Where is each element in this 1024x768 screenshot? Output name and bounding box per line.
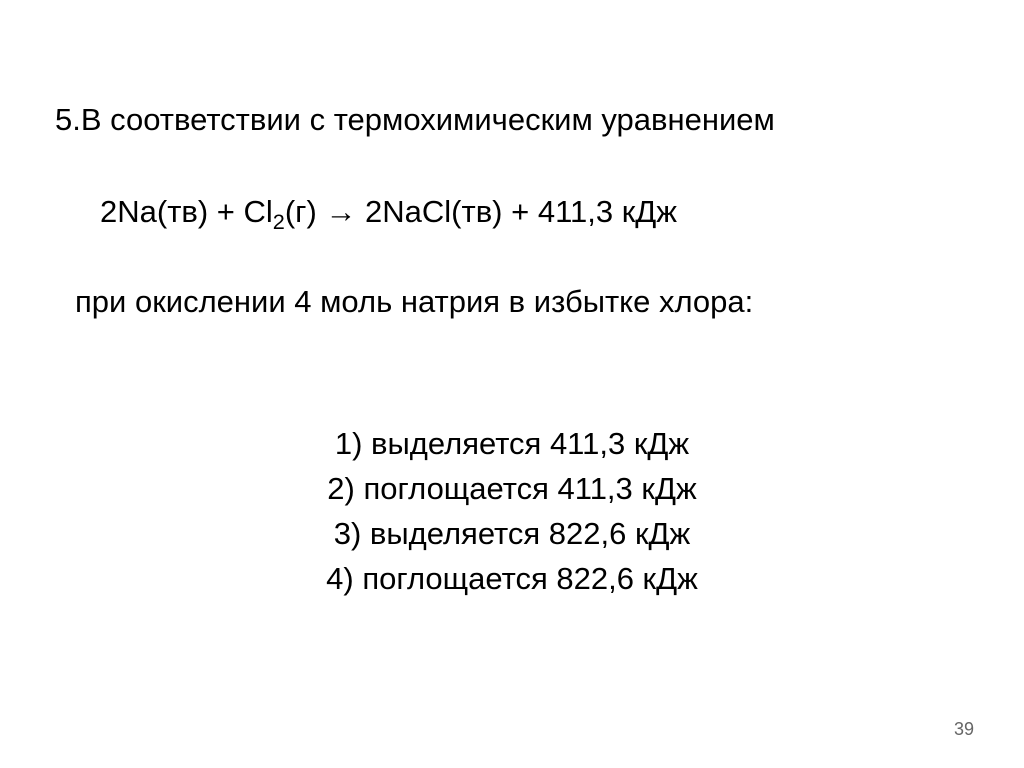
slide: 5.В соответствии с термохимическим уравн… (0, 0, 1024, 768)
equation-prefix: 2Na(тв) + Cl (100, 194, 273, 229)
equation: 2Na(тв) + Cl2(г) → 2NaCl(тв) + 411,3 кДж (100, 192, 677, 236)
option-1: 1) выделяется 411,3 кДж (0, 422, 1024, 467)
equation-suffix: (г) → 2NaCl(тв) + 411,3 кДж (285, 194, 677, 229)
question-condition: при окислении 4 моль натрия в избытке хл… (75, 282, 753, 322)
page-number: 39 (954, 719, 974, 740)
equation-subscript: 2 (273, 209, 285, 234)
question-intro: 5.В соответствии с термохимическим уравн… (55, 100, 775, 140)
option-2: 2) поглощается 411,3 кДж (0, 467, 1024, 512)
option-3: 3) выделяется 822,6 кДж (0, 512, 1024, 557)
options-block: 1) выделяется 411,3 кДж 2) поглощается 4… (0, 422, 1024, 602)
option-4: 4) поглощается 822,6 кДж (0, 557, 1024, 602)
